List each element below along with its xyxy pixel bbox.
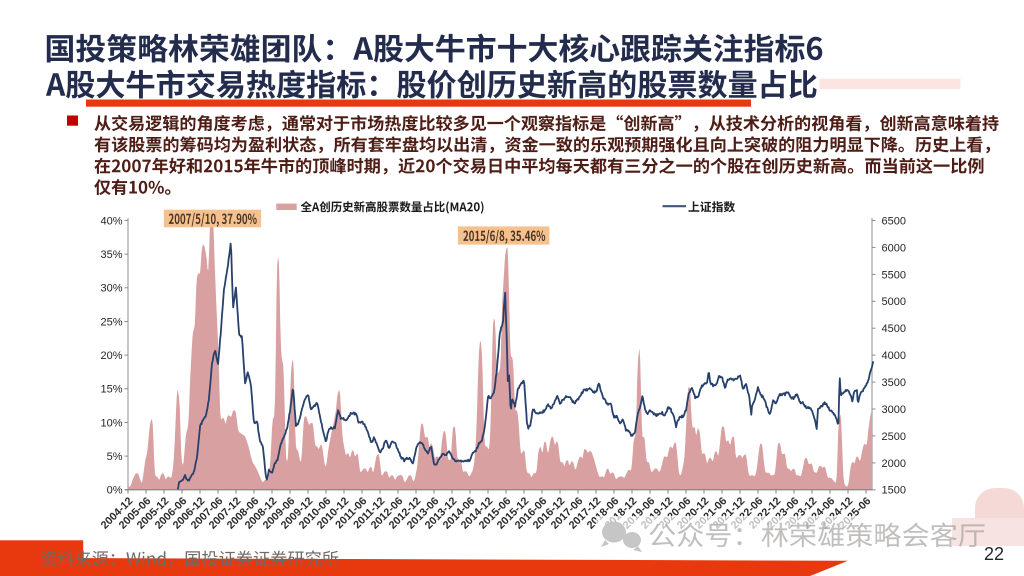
- svg-text:5%: 5%: [107, 451, 123, 463]
- svg-text:3000: 3000: [882, 404, 906, 416]
- svg-text:5000: 5000: [882, 296, 906, 308]
- svg-text:4000: 4000: [882, 350, 906, 362]
- svg-text:2000: 2000: [882, 458, 906, 470]
- svg-text:3500: 3500: [882, 377, 906, 389]
- svg-text:5500: 5500: [882, 269, 906, 281]
- svg-text:2500: 2500: [882, 431, 906, 443]
- svg-text:6000: 6000: [882, 242, 906, 254]
- svg-text:0%: 0%: [107, 485, 123, 497]
- svg-text:1500: 1500: [882, 485, 906, 497]
- svg-text:6500: 6500: [882, 215, 906, 227]
- svg-text:40%: 40%: [100, 215, 122, 227]
- svg-text:35%: 35%: [100, 249, 122, 261]
- svg-text:22: 22: [984, 544, 1004, 564]
- svg-text:15%: 15%: [100, 384, 122, 396]
- svg-text:25%: 25%: [100, 316, 122, 328]
- svg-text:10%: 10%: [100, 417, 122, 429]
- svg-text:20%: 20%: [100, 350, 122, 362]
- svg-text:4500: 4500: [882, 323, 906, 335]
- svg-text:30%: 30%: [100, 283, 122, 295]
